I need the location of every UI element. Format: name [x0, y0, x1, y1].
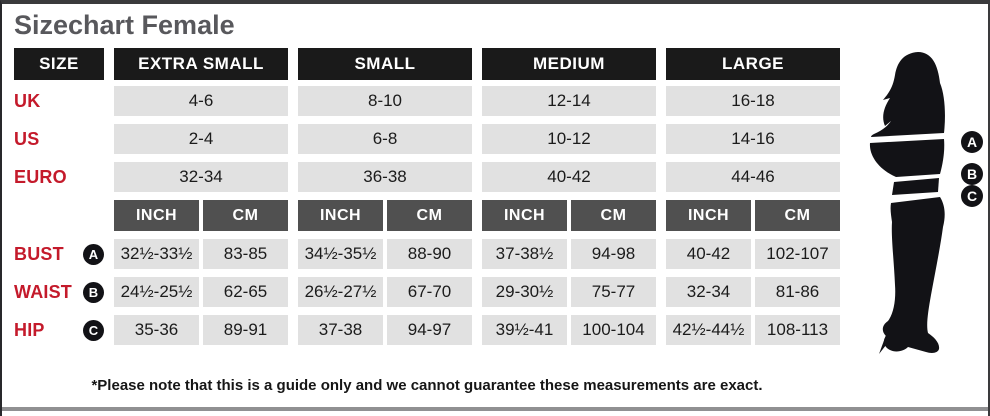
row-label-bust: BUST A: [14, 239, 104, 269]
footnote: *Please note that this is a guide only a…: [91, 377, 763, 394]
row-label-uk: UK: [14, 90, 41, 111]
inch-cell: 42½-44½: [666, 315, 751, 345]
column-header-large: LARGE: [666, 48, 840, 80]
size-cell: 40-42: [482, 162, 656, 192]
figure-badge-b: B: [961, 163, 983, 185]
size-cell: 2-4: [114, 124, 288, 154]
row-label-waist: WAIST B: [14, 277, 104, 307]
row-label-text: BUST: [14, 243, 64, 264]
size-cell: 8-10: [298, 86, 472, 116]
cm-cell: 67-70: [387, 277, 472, 307]
female-figure-silhouette: [869, 52, 945, 354]
size-cell: 4-6: [114, 86, 288, 116]
size-cell: 12-14: [482, 86, 656, 116]
column-header-extra-small: EXTRA SMALL: [114, 48, 288, 80]
inch-cell: 35-36: [114, 315, 199, 345]
cm-cell: 89-91: [203, 315, 288, 345]
inch-cell: 37-38½: [482, 239, 567, 269]
unit-header-inch: INCH: [298, 200, 383, 231]
cm-cell: 88-90: [387, 239, 472, 269]
row-label-text: HIP: [14, 319, 45, 340]
unit-header-inch: INCH: [666, 200, 751, 231]
cm-cell: 62-65: [203, 277, 288, 307]
size-header-row: SIZE EXTRA SMALL SMALL MEDIUM LARGE: [14, 48, 840, 80]
cm-cell: 100-104: [571, 315, 656, 345]
table-row-bust: BUST A 32½-33½ 83-85 34½-35½ 88-90 37-38…: [14, 239, 840, 269]
row-label-text: WAIST: [14, 281, 72, 302]
table-row-uk: UK 4-6 8-10 12-14 16-18: [14, 86, 840, 116]
cm-cell: 75-77: [571, 277, 656, 307]
cm-cell: 81-86: [755, 277, 840, 307]
unit-header-cm: CM: [387, 200, 472, 231]
cm-cell: 94-98: [571, 239, 656, 269]
inch-cell: 40-42: [666, 239, 751, 269]
measurement-figure: A B C: [856, 37, 988, 416]
row-label-hip: HIP C: [14, 315, 104, 345]
column-header-small: SMALL: [298, 48, 472, 80]
figure-badge-a: A: [961, 131, 983, 153]
row-label-us: US: [14, 128, 40, 149]
unit-header-cm: CM: [571, 200, 656, 231]
inch-cell: 32½-33½: [114, 239, 199, 269]
unit-header-row: INCH CM INCH CM INCH CM INCH CM: [14, 200, 840, 231]
inch-cell: 34½-35½: [298, 239, 383, 269]
unit-header-spacer: [14, 200, 104, 231]
inch-cell: 24½-25½: [114, 277, 199, 307]
cm-cell: 102-107: [755, 239, 840, 269]
size-cell: 14-16: [666, 124, 840, 154]
column-header-medium: MEDIUM: [482, 48, 656, 80]
cm-cell: 94-97: [387, 315, 472, 345]
size-cell: 32-34: [114, 162, 288, 192]
table-row-hip: HIP C 35-36 89-91 37-38 94-97 39½-41 100…: [14, 315, 840, 345]
measure-badge-a: A: [83, 243, 104, 265]
cm-cell: 108-113: [755, 315, 840, 345]
table-row-us: US 2-4 6-8 10-12 14-16: [14, 124, 840, 154]
column-header-size: SIZE: [14, 48, 104, 80]
size-cell: 6-8: [298, 124, 472, 154]
inch-cell: 39½-41: [482, 315, 567, 345]
unit-header-inch: INCH: [114, 200, 199, 231]
size-cell: 44-46: [666, 162, 840, 192]
bottom-divider-bar: [2, 407, 988, 411]
row-label-euro: EURO: [14, 166, 67, 187]
table-row-waist: WAIST B 24½-25½ 62-65 26½-27½ 67-70 29-3…: [14, 277, 840, 307]
measure-badge-c: C: [83, 319, 104, 341]
unit-header-cm: CM: [203, 200, 288, 231]
cm-cell: 83-85: [203, 239, 288, 269]
table-row-euro: EURO 32-34 36-38 40-42 44-46: [14, 162, 840, 192]
measure-badge-b: B: [83, 281, 104, 303]
inch-cell: 26½-27½: [298, 277, 383, 307]
unit-header-inch: INCH: [482, 200, 567, 231]
page-title: Sizechart Female: [14, 10, 235, 40]
size-cell: 16-18: [666, 86, 840, 116]
size-cell: 10-12: [482, 124, 656, 154]
figure-badge-c: C: [961, 185, 983, 207]
size-cell: 36-38: [298, 162, 472, 192]
inch-cell: 37-38: [298, 315, 383, 345]
inch-cell: 29-30½: [482, 277, 567, 307]
unit-header-cm: CM: [755, 200, 840, 231]
inch-cell: 32-34: [666, 277, 751, 307]
size-table: SIZE EXTRA SMALL SMALL MEDIUM LARGE UK 4…: [14, 48, 840, 394]
